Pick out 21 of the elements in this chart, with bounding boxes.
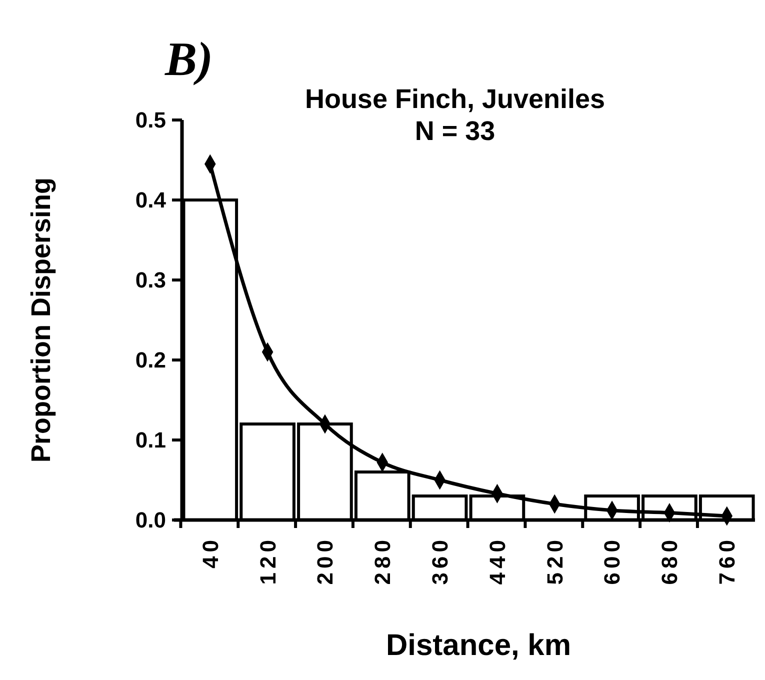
x-tick-label: 680 (657, 536, 682, 585)
y-axis-title: Proportion Dispersing (26, 177, 56, 463)
x-tick-label: 120 (255, 536, 280, 585)
chart-title: House Finch, Juveniles (304, 84, 606, 114)
x-tick-label: 40 (198, 536, 223, 568)
y-tick-label: 0.2 (135, 348, 166, 373)
x-tick-label: 280 (370, 536, 396, 585)
x-axis-title: Distance, km (386, 629, 572, 662)
x-tick-label: 360 (427, 536, 452, 585)
y-tick-label: 0.4 (135, 188, 167, 213)
y-tick-label: 0.1 (135, 428, 166, 453)
y-tick-label: 0.5 (135, 108, 166, 133)
x-tick-label: 760 (714, 536, 740, 585)
chart-subtitle: N = 33 (414, 116, 496, 146)
x-tick-label: 440 (484, 536, 510, 585)
x-tick-label: 600 (600, 536, 625, 585)
x-tick-label: 200 (312, 536, 338, 585)
y-tick-label: 0.0 (135, 508, 166, 533)
x-tick-label: 520 (542, 536, 568, 585)
y-tick-label: 0.3 (135, 268, 166, 293)
text: B) (164, 33, 213, 86)
